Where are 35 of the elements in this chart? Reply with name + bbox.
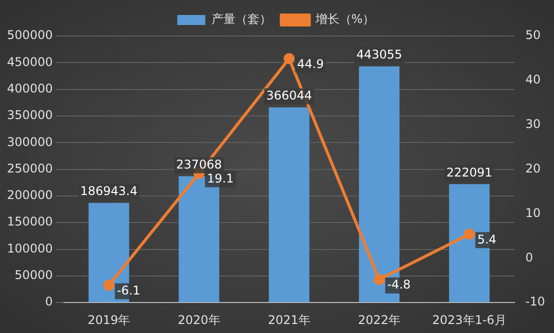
y-tick-label: 400000 [6,81,53,96]
data-label: 237068 [176,157,222,172]
y-tick-label: 250000 [6,161,53,176]
y-tick-label: 100000 [6,241,53,256]
data-label: -6.1 [116,283,140,298]
legend-label: 增长（%） [314,12,375,26]
y-tick-label: 350000 [6,108,53,122]
y2-tick-label: 40 [525,72,541,87]
y-tick-label: 0 [45,294,53,309]
legend-label: 产量（套） [211,12,272,26]
x-tick-label: 2019年 [88,312,130,327]
y2-tick-label: 50 [525,28,541,42]
y-tick-label: 450000 [6,54,53,69]
y-tick-label: 300000 [6,134,53,149]
data-label: 5.4 [477,232,496,246]
x-tick-label: 2022年 [358,312,400,327]
y-tick-label: 50000 [14,268,53,282]
data-label: -4.8 [387,278,411,292]
data-label: 44.9 [297,56,324,71]
y-tick-label: 200000 [6,188,53,202]
y2-tick-label: 20 [525,161,541,176]
y-tick-label: 150000 [6,214,53,229]
data-label: 443055 [356,47,402,62]
y2-tick-label: 0 [525,250,534,264]
y-tick-label: 500000 [6,28,53,42]
x-tick-label: 2021年 [268,312,310,327]
data-label: 222091 [446,165,492,180]
y2-tick-label: -10 [525,294,546,309]
data-label: 19.1 [206,171,234,186]
y2-tick-label: 30 [525,116,541,131]
data-label: 186943.4 [80,184,138,198]
data-label: 366044 [266,88,312,103]
x-tick-label: 2023年1-6月 [432,312,506,327]
x-tick-label: 2020年 [178,312,220,327]
y2-tick-label: 10 [525,206,541,220]
